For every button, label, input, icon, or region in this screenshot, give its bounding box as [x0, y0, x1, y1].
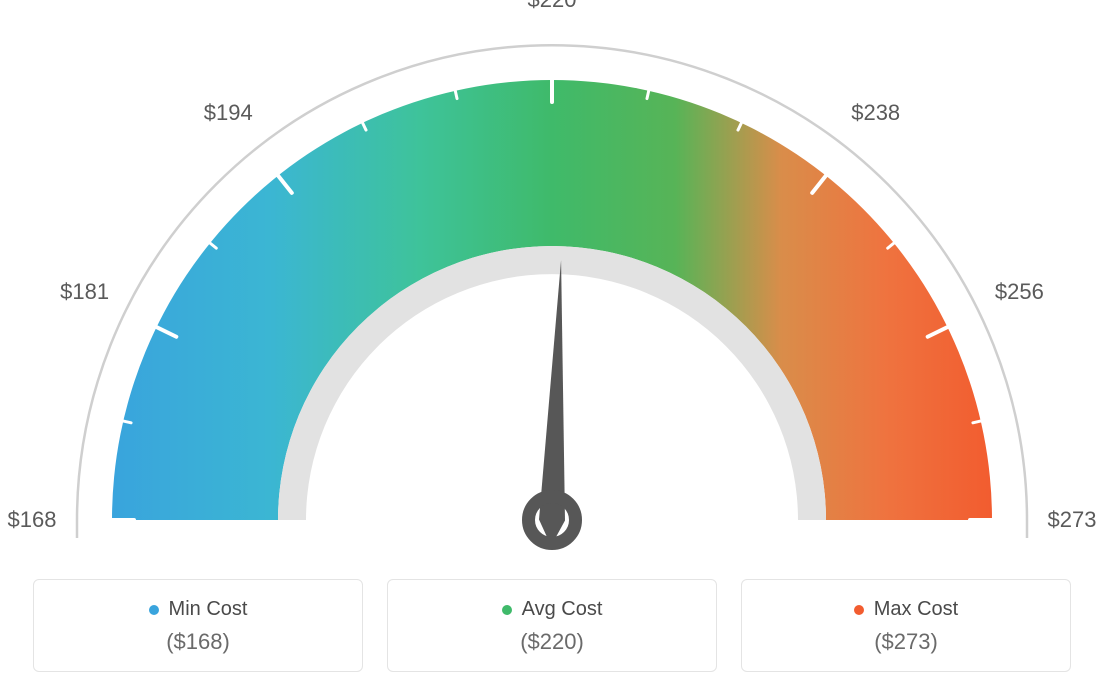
- cost-gauge: $168 $181 $194 $220 $238 $256 $273: [0, 0, 1104, 560]
- max-cost-title: Max Cost: [854, 598, 958, 621]
- cost-cards-row: Min Cost ($168) Avg Cost ($220) Max Cost…: [0, 579, 1104, 690]
- avg-dot-icon: [502, 605, 512, 615]
- min-cost-title: Min Cost: [149, 598, 248, 621]
- min-cost-card: Min Cost ($168): [33, 579, 363, 672]
- gauge-svg: [0, 0, 1104, 560]
- avg-cost-label: Avg Cost: [522, 598, 603, 621]
- max-cost-value: ($273): [752, 629, 1060, 655]
- gauge-tick-label: $256: [995, 279, 1044, 305]
- gauge-tick-label: $194: [204, 100, 253, 126]
- min-cost-label: Min Cost: [169, 598, 248, 621]
- gauge-tick-label: $273: [1048, 507, 1097, 533]
- max-cost-label: Max Cost: [874, 598, 958, 621]
- avg-cost-value: ($220): [398, 629, 706, 655]
- gauge-tick-label: $220: [528, 0, 577, 13]
- max-cost-card: Max Cost ($273): [741, 579, 1071, 672]
- min-cost-value: ($168): [44, 629, 352, 655]
- avg-cost-card: Avg Cost ($220): [387, 579, 717, 672]
- gauge-tick-label: $168: [8, 507, 57, 533]
- gauge-tick-label: $181: [60, 279, 109, 305]
- gauge-tick-label: $238: [851, 100, 900, 126]
- avg-cost-title: Avg Cost: [502, 598, 603, 621]
- min-dot-icon: [149, 605, 159, 615]
- max-dot-icon: [854, 605, 864, 615]
